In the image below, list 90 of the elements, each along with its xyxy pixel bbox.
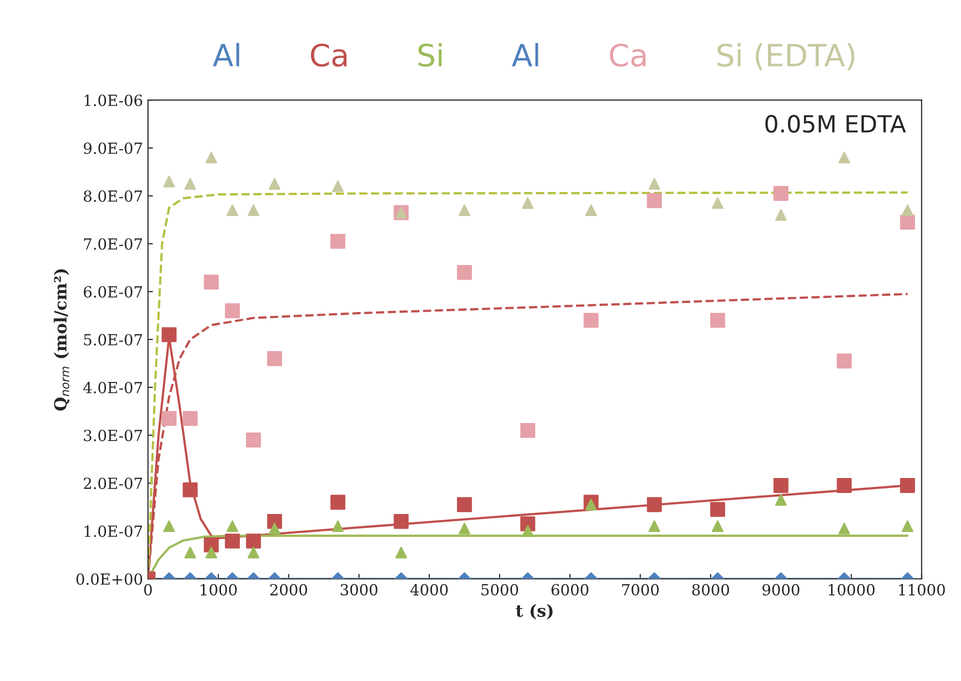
point [458,522,470,534]
y-tick-label: 7.0E-07 [84,238,142,250]
point [395,546,408,558]
x-tick-label: 4000 [410,584,448,596]
x-tick-label: 1000 [200,584,237,596]
point [900,478,915,493]
x-tick-label: 5000 [481,584,518,596]
point [163,176,175,188]
y-tick-label: 8.0E-07 [84,190,142,202]
point [457,264,472,280]
point [838,152,850,164]
point [268,178,280,190]
point [773,186,788,201]
x-tick-label: 6000 [552,584,588,596]
point [646,193,662,208]
annotation: 0.05M EDTA [765,114,906,133]
point [520,422,536,438]
text: Si [418,43,442,67]
point [182,411,198,426]
point [900,214,915,230]
point [267,351,282,366]
x-tick-label: 10000 [828,584,875,596]
point [458,204,470,216]
point [773,478,788,493]
point [184,178,196,190]
point [332,520,344,532]
y-tick-label: 0.0E+00 [76,573,142,585]
point [648,178,660,190]
point [710,312,726,328]
point [205,546,218,558]
y-tick-label: 1.0E-06 [84,94,142,106]
point [836,478,852,493]
x-tick-label: 7000 [622,584,659,596]
point [710,502,726,517]
point [204,274,219,290]
point [205,152,218,164]
point [248,546,260,558]
x-tick-label: 8000 [692,584,730,596]
point [838,522,850,534]
point [902,204,914,216]
y-tick-label: 6.0E-07 [84,286,142,298]
x-tick-label: 0 [144,584,152,596]
point [248,204,260,216]
point [332,180,344,192]
point [246,534,261,548]
y-tick-label: 1.0E-07 [84,525,142,537]
x-tick-label: 9000 [762,584,800,596]
point [224,534,240,548]
y-tick-label: 9.0E-07 [84,142,142,154]
point [162,327,177,342]
text: Ca [310,44,347,67]
point [902,520,914,532]
text: Si (EDTA) [718,43,854,70]
point [162,411,177,426]
point [330,234,346,249]
point [712,197,724,209]
point [775,494,787,506]
y-tick-label: 2.0E-07 [84,478,142,490]
legend-label: Al [512,43,538,66]
point [522,197,534,209]
point [457,497,472,512]
point [204,537,219,552]
point [522,525,534,537]
y-tick-label: 4.0E-07 [83,382,142,394]
point [836,354,852,368]
point [330,494,346,510]
point [585,204,597,216]
point [646,497,662,512]
point [584,312,599,328]
point [246,432,261,448]
x-tick-label: 2000 [270,584,308,596]
x-tick-label: 11000 [899,584,945,596]
point [648,520,660,532]
point [775,209,787,221]
point [226,204,238,216]
x-axis-title: t (s) [516,604,553,620]
y-axis-title: Q$_{norm}$ (mol/cm²) [54,269,70,411]
y-tick-label: 3.0E-07 [84,430,142,442]
text: Al [212,43,240,66]
point [224,303,240,318]
text: Ca [610,44,646,67]
point [163,520,175,532]
point [712,520,724,532]
point [268,522,280,534]
point [182,482,198,498]
y-tick-label: 5.0E-07 [84,334,142,346]
point [226,520,238,532]
point [394,514,409,529]
x-tick-label: 3000 [340,584,378,596]
point [184,546,196,558]
